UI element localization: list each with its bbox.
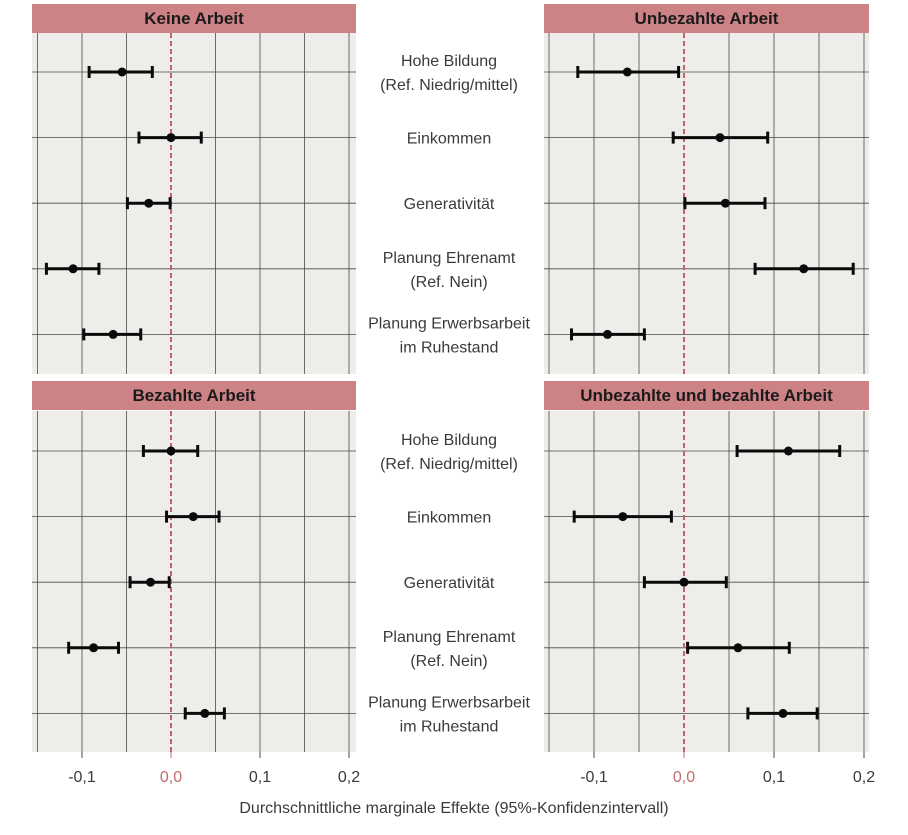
category-label: (Ref. Nein) — [410, 274, 487, 291]
category-label: (Ref. Niedrig/mittel) — [380, 456, 518, 473]
panel-title: Unbezahlte Arbeit — [635, 9, 779, 28]
point-estimate — [144, 198, 154, 208]
point-estimate — [720, 198, 730, 208]
category-label: Einkommen — [407, 510, 491, 527]
point-estimate — [68, 264, 78, 274]
point-estimate — [200, 708, 210, 718]
x-tick-label: 0,0 — [673, 769, 695, 786]
panel-background — [32, 411, 356, 752]
point-estimate — [778, 708, 788, 718]
category-label: im Ruhestand — [400, 339, 499, 356]
category-label: Planung Ehrenamt — [383, 250, 516, 267]
category-label: Generativität — [404, 575, 495, 592]
category-label: im Ruhestand — [400, 718, 499, 735]
category-label: (Ref. Nein) — [410, 653, 487, 670]
category-label: Generativität — [404, 196, 495, 213]
panel-header — [32, 381, 356, 410]
point-estimate — [733, 643, 743, 653]
x-tick-label: 0,1 — [249, 769, 271, 786]
point-estimate — [603, 329, 612, 339]
point-estimate — [679, 577, 689, 587]
panel-title: Unbezahlte und bezahlte Arbeit — [580, 386, 833, 405]
panel-header — [544, 4, 869, 33]
category-label: Planung Erwerbsarbeit — [368, 315, 530, 332]
category-label: Hohe Bildung — [401, 53, 497, 70]
panel-title: Bezahlte Arbeit — [132, 386, 255, 405]
point-estimate — [146, 577, 156, 587]
point-estimate — [117, 67, 127, 77]
category-label: Planung Ehrenamt — [383, 629, 516, 646]
x-axis-label: Durchschnittliche marginale Effekte (95%… — [239, 800, 669, 817]
panel-header — [32, 4, 356, 33]
x-tick-label: 0,0 — [160, 769, 182, 786]
category-label: (Ref. Niedrig/mittel) — [380, 77, 518, 94]
x-tick-label: 0,2 — [853, 769, 875, 786]
category-label: Planung Erwerbsarbeit — [368, 694, 530, 711]
x-tick-label: -0,1 — [68, 769, 96, 786]
point-estimate — [618, 512, 628, 522]
point-estimate — [783, 446, 793, 456]
panel-title: Keine Arbeit — [144, 9, 244, 28]
x-tick-label: -0,1 — [580, 769, 608, 786]
point-estimate — [622, 67, 632, 77]
x-tick-label: 0,2 — [338, 769, 360, 786]
panel-header — [544, 381, 869, 410]
category-label: Hohe Bildung — [401, 432, 497, 449]
point-estimate — [108, 329, 118, 339]
point-estimate — [89, 643, 99, 653]
point-estimate — [188, 512, 198, 522]
x-tick-label: 0,1 — [763, 769, 785, 786]
point-estimate — [799, 264, 809, 274]
point-estimate — [166, 133, 176, 143]
category-label: Einkommen — [407, 131, 491, 148]
point-estimate — [715, 133, 725, 143]
point-estimate — [166, 446, 176, 456]
